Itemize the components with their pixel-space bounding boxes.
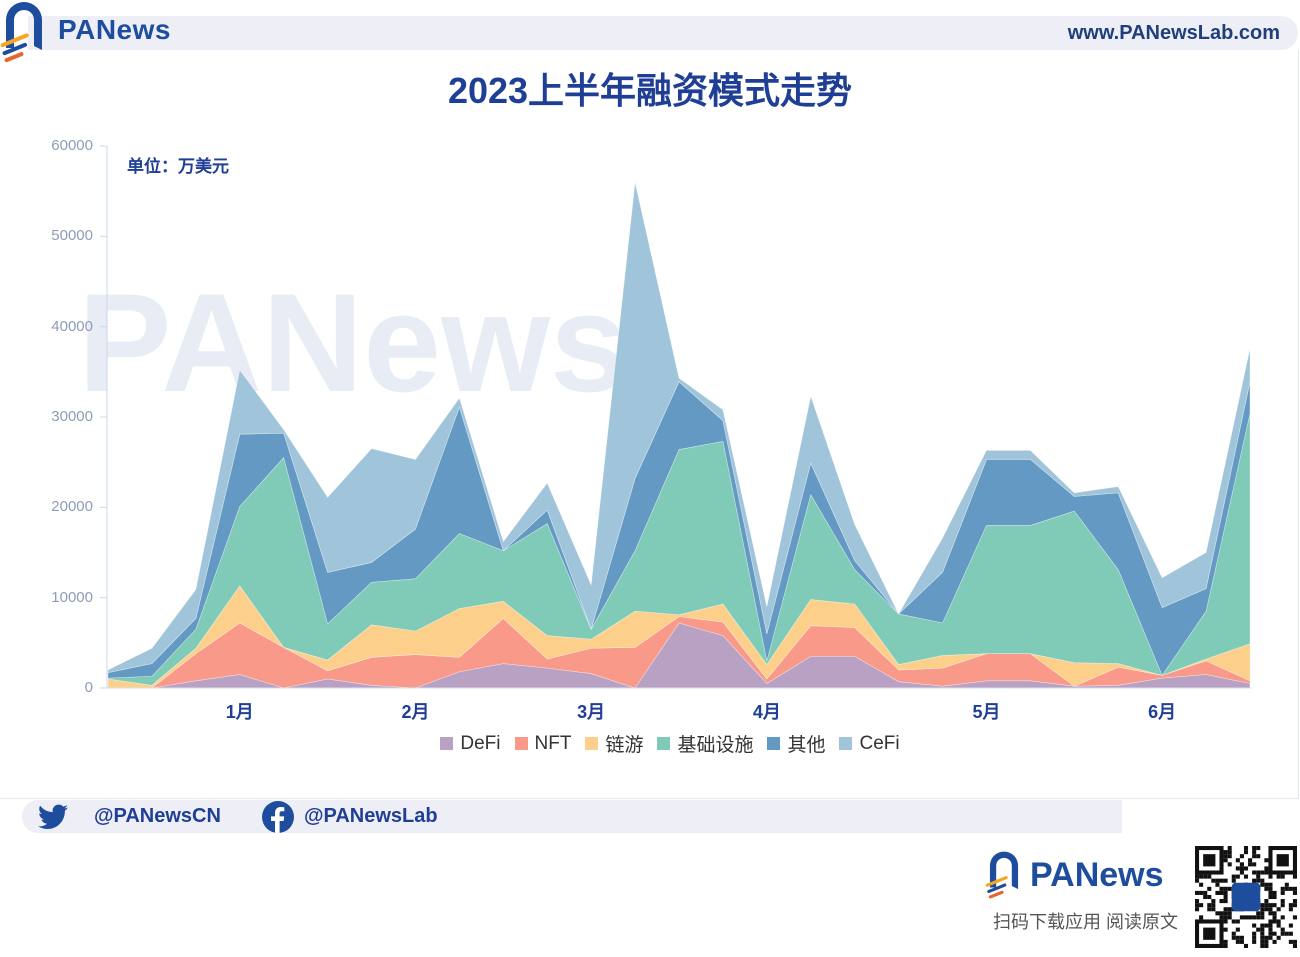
y-tick-label: 10000 — [51, 588, 93, 606]
chart-title: 2023上半年融资模式走势 — [447, 70, 853, 111]
y-tick-label: 50000 — [51, 227, 93, 245]
y-tick-label: 60000 — [51, 137, 93, 154]
legend-label: 链游 — [605, 735, 644, 756]
footer-brand-name: PANews — [1030, 856, 1164, 894]
footer-caption: 扫码下载应用 阅读原文 — [993, 912, 1178, 932]
y-tick-label: 0 — [84, 679, 93, 696]
legend-swatch — [657, 737, 671, 750]
social-bar — [22, 800, 1122, 833]
legend-label: 基础设施 — [677, 735, 754, 756]
x-tick-label: 6月 — [1148, 702, 1177, 722]
legend-label: 其他 — [787, 735, 826, 756]
legend-swatch — [585, 737, 599, 750]
legend-label: CeFi — [859, 732, 900, 754]
legend-item[interactable]: NFT — [514, 730, 572, 757]
legend-item[interactable]: DeFi — [440, 730, 501, 757]
legend-swatch — [440, 737, 454, 750]
facebook-link[interactable]: @PANewsLab — [262, 800, 438, 833]
legend-label: DeFi — [460, 732, 501, 754]
y-tick-label: 30000 — [51, 408, 93, 425]
legend-label: NFT — [534, 732, 572, 754]
x-tick-label: 2月 — [401, 702, 430, 722]
x-tick-label: 1月 — [225, 702, 254, 722]
x-tick-label: 4月 — [752, 702, 781, 722]
facebook-icon — [262, 800, 294, 833]
chart-card — [0, 50, 1299, 799]
x-tick-label: 3月 — [577, 702, 606, 722]
legend-item[interactable]: 基础设施 — [657, 730, 753, 757]
qr-code[interactable] — [1195, 846, 1297, 948]
chart-legend: DeFi NFT 链游 基础设施 其他 CeFi — [0, 730, 1300, 757]
twitter-link[interactable]: @PANewsCN — [38, 800, 221, 833]
footer-logo-icon — [985, 851, 1019, 899]
watermark: PANews — [78, 264, 628, 421]
panews-logo-icon — [0, 2, 42, 63]
brand-name: PANews — [58, 14, 171, 45]
header-bar — [28, 16, 1298, 50]
twitter-icon — [38, 804, 68, 829]
legend-item[interactable]: 链游 — [585, 730, 643, 757]
x-tick-label: 5月 — [972, 702, 1001, 722]
twitter-handle: @PANewsCN — [94, 805, 221, 827]
legend-item[interactable]: CeFi — [839, 730, 900, 757]
site-url[interactable]: www.PANewsLab.com — [1067, 22, 1280, 44]
legend-swatch — [514, 737, 528, 750]
unit-label: 单位：万美元 — [127, 157, 229, 176]
y-tick-label: 20000 — [51, 498, 93, 516]
legend-swatch — [839, 737, 853, 750]
facebook-handle: @PANewsLab — [304, 805, 438, 827]
y-tick-label: 40000 — [51, 317, 93, 335]
legend-item[interactable]: 其他 — [767, 730, 825, 757]
area-series-CeFi — [107, 182, 1251, 674]
legend-swatch — [767, 737, 781, 750]
